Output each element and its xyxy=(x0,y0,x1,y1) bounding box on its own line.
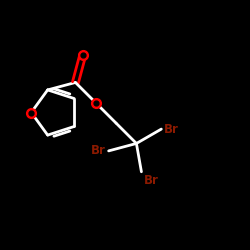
Text: Br: Br xyxy=(91,144,106,158)
Text: Br: Br xyxy=(164,122,179,136)
Text: Br: Br xyxy=(144,174,159,187)
